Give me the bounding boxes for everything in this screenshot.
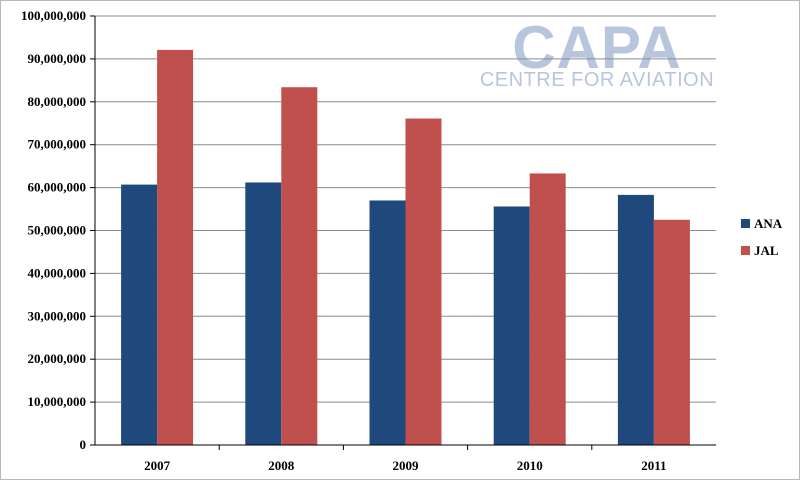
bars bbox=[121, 49, 690, 446]
y-tick-label: 10,000,000 bbox=[28, 394, 87, 409]
bar-ana-2011 bbox=[617, 194, 654, 445]
y-tick-label: 20,000,000 bbox=[28, 351, 87, 366]
bar-jal-2010 bbox=[529, 173, 566, 445]
bar-ana-2009 bbox=[369, 200, 406, 445]
y-tick-label: 100,000,000 bbox=[21, 8, 86, 23]
bar-ana-2010 bbox=[493, 206, 530, 445]
legend-swatch-jal bbox=[741, 246, 750, 255]
x-tick-label: 2007 bbox=[144, 458, 171, 473]
watermark-tagline: CENTRE FOR AVIATION bbox=[480, 69, 714, 91]
y-tick-label: 70,000,000 bbox=[28, 137, 87, 152]
y-tick-label: 30,000,000 bbox=[28, 308, 87, 323]
x-tick-label: 2010 bbox=[517, 458, 543, 473]
y-tick-label: 50,000,000 bbox=[28, 223, 87, 238]
legend-label-ana: ANA bbox=[754, 216, 783, 231]
y-axis-ticks: 0 10,000,000 20,000,000 30,000,000 40,000,00… bbox=[21, 8, 95, 452]
watermark-brand: CAPA bbox=[512, 14, 682, 81]
capa-watermark: CAPA CENTRE FOR AVIATION bbox=[480, 14, 714, 91]
x-axis-ticks: 2007 2008 2009 2010 2011 bbox=[144, 445, 667, 473]
legend-swatch-ana bbox=[741, 219, 750, 228]
bar-ana-2007 bbox=[121, 184, 158, 446]
x-tick-label: 2008 bbox=[268, 458, 295, 473]
x-tick-label: 2009 bbox=[393, 458, 420, 473]
y-tick-label: 40,000,000 bbox=[28, 265, 87, 280]
y-tick-label: 80,000,000 bbox=[28, 94, 87, 109]
y-tick-label: 60,000,000 bbox=[28, 180, 87, 195]
bar-jal-2007 bbox=[157, 49, 194, 446]
legend: ANA JAL bbox=[741, 216, 783, 258]
bar-jal-2008 bbox=[281, 87, 318, 446]
legend-label-jal: JAL bbox=[754, 243, 779, 258]
y-tick-label: 90,000,000 bbox=[28, 51, 87, 66]
bar-jal-2011 bbox=[653, 219, 690, 445]
x-tick-label: 2011 bbox=[641, 458, 666, 473]
y-tick-label: 0 bbox=[80, 437, 87, 452]
bar-ana-2008 bbox=[245, 182, 282, 445]
bar-jal-2009 bbox=[405, 118, 442, 445]
